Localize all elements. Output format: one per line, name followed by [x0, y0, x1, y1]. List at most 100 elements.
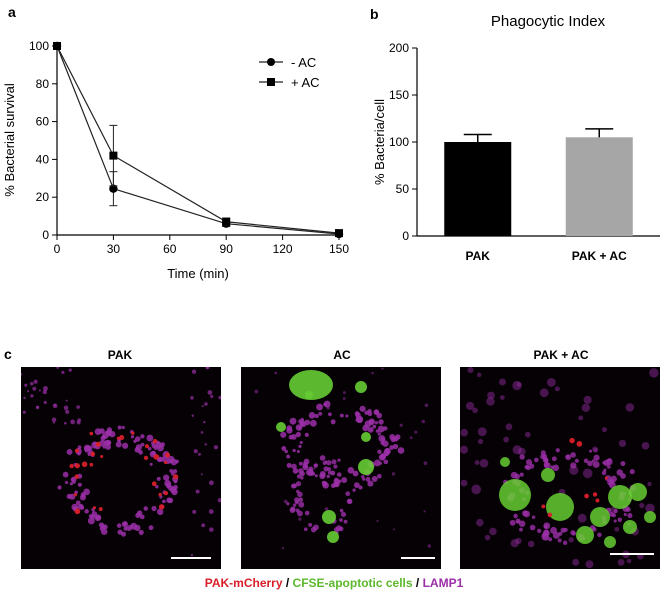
stain-speck — [565, 454, 572, 461]
stain-speck — [146, 434, 154, 442]
stain-speck — [484, 534, 491, 541]
apoptotic-cell — [604, 536, 616, 548]
stain-speck — [143, 455, 149, 461]
stain-speck — [592, 492, 598, 497]
stain-speck — [298, 517, 302, 521]
stain-speck — [584, 493, 589, 499]
legend-separator: / — [412, 576, 423, 590]
legend-lamp1: LAMP1 — [422, 576, 464, 590]
stain-speck — [364, 410, 369, 415]
stain-speck — [289, 507, 296, 513]
stain-speck — [471, 484, 482, 495]
stain-speck — [606, 465, 611, 469]
stain-speck — [514, 473, 520, 480]
stain-speck — [479, 458, 489, 468]
stain-speck — [131, 431, 135, 435]
stain-speck — [309, 419, 317, 427]
stain-speck — [361, 475, 365, 479]
stain-speck — [203, 420, 206, 424]
stain-speck — [298, 461, 303, 466]
stain-speck — [308, 412, 316, 419]
stain-speck — [460, 479, 468, 487]
stain-speck — [304, 432, 309, 437]
stain-speck — [326, 406, 330, 410]
stain-speck — [200, 473, 203, 476]
stain-speck — [591, 459, 595, 463]
stain-speck — [156, 508, 164, 516]
stain-speck — [32, 386, 37, 391]
stain-speck — [53, 421, 56, 424]
stain-speck — [592, 446, 598, 453]
data-point — [335, 229, 343, 238]
apoptotic-cell — [276, 422, 286, 432]
stain-speck — [601, 427, 607, 433]
stain-speck — [617, 517, 623, 522]
stain-speck — [140, 442, 145, 447]
stain-speck — [308, 522, 313, 527]
stain-speck — [423, 461, 428, 466]
stain-speck — [90, 451, 96, 457]
stain-speck — [323, 466, 329, 472]
stain-speck — [81, 461, 88, 468]
stain-speck — [352, 488, 356, 492]
stain-speck — [376, 519, 379, 523]
stain-speck — [546, 377, 556, 387]
stain-speck — [316, 403, 323, 411]
stain-speck — [377, 473, 382, 479]
stain-speck — [393, 528, 396, 531]
stain-speck — [414, 430, 418, 434]
stain-speck — [87, 517, 95, 525]
stain-speck — [327, 470, 332, 475]
apoptotic-cell — [499, 479, 531, 511]
stain-speck — [581, 403, 591, 413]
y-axis-label: % Bacterial survival — [2, 83, 17, 197]
stain-speck — [339, 413, 344, 418]
stain-speck — [383, 459, 389, 465]
stain-speck — [303, 461, 308, 467]
stain-speck — [505, 423, 513, 431]
stain-speck — [499, 378, 507, 386]
stain-speck — [151, 481, 157, 487]
stain-speck — [476, 518, 484, 527]
stain-speck — [156, 476, 161, 481]
stain-speck — [314, 463, 318, 467]
stain-speck — [314, 413, 319, 419]
stain-speck — [140, 434, 145, 439]
stain-speck — [543, 524, 548, 529]
stain-speck — [577, 513, 587, 523]
stain-speck — [477, 427, 487, 437]
stain-speck — [89, 462, 94, 467]
stain-speck — [374, 421, 379, 425]
stain-speck — [524, 431, 531, 438]
stain-speck — [570, 462, 577, 469]
stain-speck — [512, 445, 522, 455]
scale-bar — [610, 553, 654, 555]
series-line — [56, 45, 340, 234]
stain-speck — [95, 441, 101, 447]
stain-speck — [100, 455, 104, 459]
stain-speck — [517, 447, 526, 456]
stain-speck — [134, 436, 141, 442]
stain-speck — [296, 450, 300, 454]
stain-speck — [79, 504, 83, 508]
stain-speck — [74, 463, 80, 469]
stain-speck — [63, 405, 69, 411]
stain-speck — [163, 491, 169, 496]
stain-speck — [601, 470, 607, 476]
stain-speck — [392, 435, 399, 442]
stain-speck — [70, 419, 76, 425]
stain-speck — [550, 526, 558, 534]
stain-legend: PAK-mCherry / CFSE-apoptotic cells / LAM… — [0, 576, 668, 590]
stain-speck — [555, 448, 560, 453]
stain-speck — [314, 474, 318, 478]
stain-speck — [625, 507, 631, 512]
stain-speck — [86, 445, 93, 452]
stain-speck — [604, 476, 608, 480]
stain-speck — [33, 379, 38, 384]
stain-speck — [337, 458, 341, 462]
stain-speck — [43, 400, 47, 405]
stain-speck — [84, 509, 89, 514]
stain-speck — [164, 460, 168, 465]
stain-speck — [195, 489, 200, 494]
y-tick-label: 0 — [42, 228, 49, 242]
